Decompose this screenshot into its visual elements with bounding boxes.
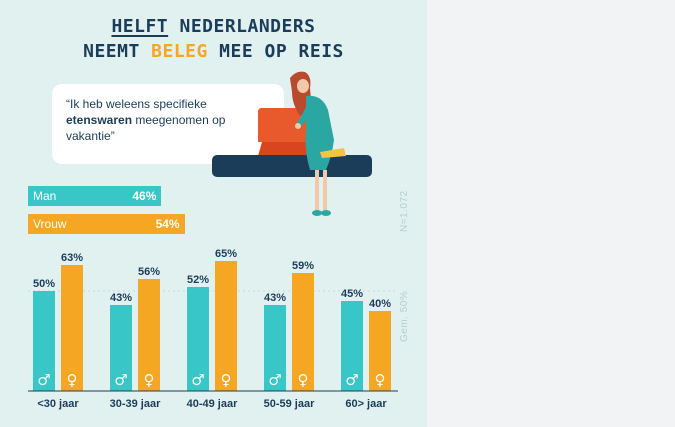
- data-label-man-0: 50%: [33, 278, 55, 290]
- female-symbol-icon: ♀: [375, 371, 386, 389]
- quote-part-2: meegenomen op vakantie”: [66, 113, 226, 143]
- title-highlight-beleg: BELEG: [151, 41, 208, 62]
- female-symbol-icon: ♀: [144, 371, 155, 389]
- data-label-vrouw-3: 59%: [292, 260, 314, 272]
- data-label-man-3: 43%: [264, 292, 286, 304]
- data-label-vrouw-0: 63%: [61, 252, 83, 264]
- category-label-2: 40-49 jaar: [187, 398, 238, 410]
- title-line-2-end: MEE OP REIS: [207, 41, 344, 62]
- male-symbol-icon: ♂: [114, 371, 127, 389]
- gender-bar-man-value: 46%: [132, 189, 157, 203]
- quote-bold: etenswaren: [66, 113, 133, 127]
- gender-bar-man-label: Man: [33, 189, 57, 203]
- male-symbol-icon: ♂: [345, 371, 358, 389]
- data-label-man-1: 43%: [110, 292, 132, 304]
- woman-with-suitcase-illustration: [212, 71, 372, 216]
- infographic-panel: HELFT NEDERLANDERS NEEMT BELEG MEE OP RE…: [0, 0, 427, 427]
- category-label-3: 50-59 jaar: [264, 398, 315, 410]
- gender-bar-man: Man 46%: [28, 186, 162, 206]
- bar-vrouw-3: [292, 273, 314, 391]
- female-symbol-icon: ♀: [67, 371, 78, 389]
- male-symbol-icon: ♂: [191, 371, 204, 389]
- category-label-0: <30 jaar: [37, 398, 79, 410]
- bar-vrouw-2: [215, 261, 237, 391]
- bar-vrouw-1: [138, 279, 160, 391]
- data-label-vrouw-4: 40%: [369, 298, 391, 310]
- bar-man-3: [264, 305, 286, 391]
- quote-part-1: “Ik heb weleens specifieke: [66, 97, 207, 111]
- bar-man-2: [187, 287, 209, 391]
- data-label-man-2: 52%: [187, 274, 209, 286]
- female-symbol-icon: ♀: [221, 371, 232, 389]
- gender-bar-vrouw: Vrouw 54%: [28, 214, 185, 234]
- title-line-2-start: NEEMT: [83, 41, 152, 62]
- bar-man-1: [110, 305, 132, 391]
- title-line-2: NEEMT BELEG MEE OP REIS: [0, 41, 427, 62]
- data-label-vrouw-1: 56%: [138, 266, 160, 278]
- bar-vrouw-4: [369, 311, 391, 391]
- bar-man-0: [33, 291, 55, 391]
- data-label-man-4: 45%: [341, 288, 363, 300]
- title-line-1: HELFT NEDERLANDERS: [0, 16, 427, 37]
- quote-bubble: “Ik heb weleens specifieke etenswaren me…: [52, 84, 284, 164]
- title-highlight-helft: HELFT: [111, 16, 169, 37]
- bar-vrouw-0: [61, 265, 83, 391]
- category-label-4: 60> jaar: [345, 398, 387, 410]
- age-group-bar-chart: 50% ♂ 63% ♀ <30 jaar 43% ♂ 56% ♀ 30-39 jaar 52% ♂ 65…: [28, 248, 398, 410]
- gender-bar-vrouw-value: 54%: [155, 217, 180, 231]
- female-symbol-icon: ♀: [298, 371, 309, 389]
- male-symbol-icon: ♂: [37, 371, 50, 389]
- gender-bar-vrouw-label: Vrouw: [33, 217, 67, 231]
- data-label-vrouw-2: 65%: [215, 248, 237, 260]
- quote-text: “Ik heb weleens specifieke etenswaren me…: [66, 96, 276, 144]
- bar-man-4: [341, 301, 363, 391]
- category-label-1: 30-39 jaar: [110, 398, 161, 410]
- title-line-1-rest: NEDERLANDERS: [168, 16, 316, 37]
- male-symbol-icon: ♂: [268, 371, 281, 389]
